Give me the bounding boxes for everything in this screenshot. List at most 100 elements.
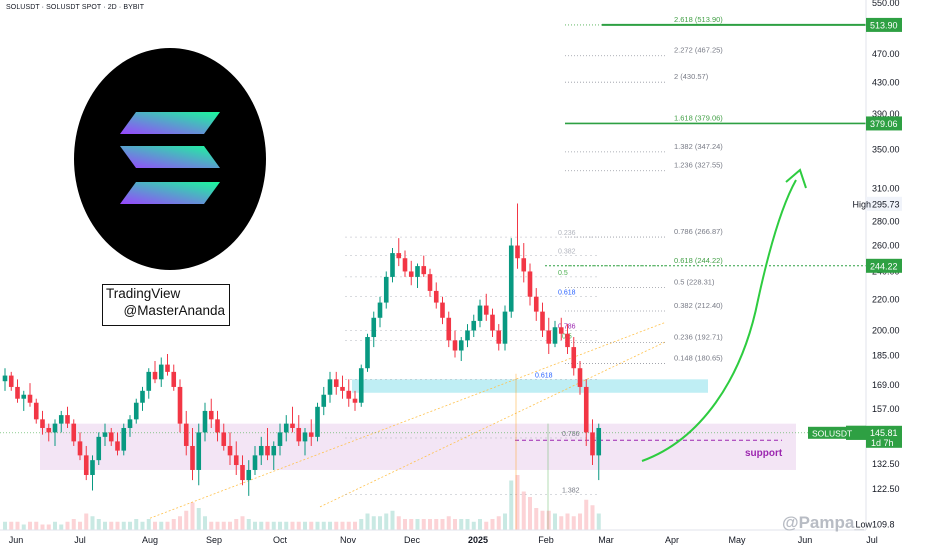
volume-bar bbox=[15, 521, 20, 530]
volume-bar bbox=[115, 521, 120, 530]
price-badge-label: 379.06 bbox=[870, 119, 898, 129]
volume-bar bbox=[328, 521, 332, 530]
candle-body bbox=[202, 410, 208, 433]
volume-bar bbox=[96, 519, 101, 530]
volume-bar bbox=[371, 516, 376, 530]
volume-bar bbox=[46, 524, 51, 530]
y-tick-label: 122.50 bbox=[872, 484, 900, 494]
candle-body bbox=[377, 302, 383, 318]
volume-bar bbox=[121, 521, 126, 530]
volume-bar bbox=[340, 521, 345, 530]
volume-bar bbox=[540, 510, 545, 530]
volume-bar bbox=[246, 519, 251, 530]
candle-body bbox=[127, 419, 133, 428]
candle-body bbox=[433, 290, 439, 303]
volume-bar bbox=[71, 519, 76, 530]
volume-bar bbox=[221, 521, 226, 530]
volume-bar bbox=[596, 513, 601, 530]
volume-bar bbox=[509, 480, 514, 530]
candle-body bbox=[246, 469, 252, 481]
volume-bar bbox=[421, 519, 426, 530]
candle-body bbox=[440, 302, 445, 318]
inner-fib-label-8: 1.382 bbox=[562, 488, 580, 495]
support-label: support bbox=[745, 448, 783, 459]
volume-bar bbox=[359, 519, 364, 530]
candle-body bbox=[577, 368, 583, 387]
solana-logo-icon bbox=[74, 48, 266, 270]
candle-body bbox=[227, 445, 233, 456]
candle-body bbox=[283, 423, 289, 433]
y-tick-label: 220.00 bbox=[872, 295, 900, 305]
x-tick-label: Sep bbox=[206, 535, 222, 545]
volume-bar bbox=[84, 513, 89, 530]
x-tick-label: Dec bbox=[404, 535, 421, 545]
volume-bar bbox=[53, 521, 57, 530]
volume-bar bbox=[353, 521, 357, 530]
fib-label-8: 0.5 (228.31) bbox=[674, 278, 715, 287]
candle-body bbox=[477, 305, 483, 321]
volume-bar bbox=[90, 516, 95, 530]
candle-body bbox=[308, 432, 314, 437]
candle-body bbox=[371, 317, 377, 338]
volume-bar bbox=[265, 521, 270, 530]
candle-body bbox=[77, 441, 83, 456]
candle-body bbox=[33, 402, 39, 420]
volume-bar bbox=[559, 516, 564, 530]
fib-label-9: 0.382 (212.40) bbox=[674, 301, 723, 310]
candle-body bbox=[90, 460, 95, 475]
candle-body bbox=[358, 368, 364, 403]
volume-bar bbox=[146, 519, 151, 530]
candle-body bbox=[502, 311, 508, 344]
volume-bar bbox=[496, 516, 501, 530]
y-tick-label: 430.00 bbox=[872, 78, 900, 88]
price-badge-label: 244.22 bbox=[870, 261, 898, 271]
candle-body bbox=[271, 445, 277, 456]
y-tick-label: 185.00 bbox=[872, 351, 900, 361]
volume-bar bbox=[140, 521, 145, 530]
volume-bar bbox=[503, 513, 507, 530]
volume-bar bbox=[28, 521, 32, 530]
y-tick-label: 550.00 bbox=[872, 0, 900, 8]
x-tick-label: Nov bbox=[340, 535, 357, 545]
candle-body bbox=[240, 465, 245, 481]
candle-body bbox=[71, 423, 77, 442]
candle-body bbox=[490, 314, 495, 331]
y-tick-label: 169.00 bbox=[872, 380, 900, 390]
candle-body bbox=[96, 436, 102, 461]
candle-body bbox=[221, 432, 227, 446]
volume-bar bbox=[428, 519, 432, 530]
low-label: Low bbox=[855, 520, 872, 530]
candle-body bbox=[27, 394, 33, 403]
candle-body bbox=[565, 333, 570, 348]
candle-body bbox=[590, 432, 595, 456]
candle-body bbox=[146, 371, 152, 391]
volume-bar bbox=[284, 521, 289, 530]
current-countdown: 1d 7h bbox=[871, 438, 894, 448]
candle-body bbox=[515, 245, 520, 259]
volume-bar bbox=[521, 491, 526, 530]
price-badge bbox=[866, 258, 902, 273]
volume-bar bbox=[484, 521, 489, 530]
volume-bar bbox=[565, 513, 570, 530]
candle-body bbox=[8, 375, 14, 387]
candle-body bbox=[83, 455, 89, 475]
candle-body bbox=[321, 394, 327, 407]
volume-bar bbox=[128, 521, 132, 530]
inner-fib-label-2: 0.5 bbox=[558, 270, 568, 277]
candle-body bbox=[408, 271, 414, 277]
volume-bar bbox=[290, 521, 295, 530]
candle-body bbox=[452, 340, 458, 351]
candle-body bbox=[46, 427, 52, 433]
volume-bar bbox=[346, 521, 351, 530]
candle-body bbox=[415, 266, 420, 277]
volume-bar bbox=[446, 516, 451, 530]
candle-body bbox=[158, 364, 164, 380]
candle-body bbox=[521, 258, 527, 272]
volume-bar bbox=[253, 521, 257, 530]
volume-bar bbox=[459, 519, 464, 530]
volume-bar bbox=[465, 519, 470, 530]
x-tick-label: Jul bbox=[74, 535, 86, 545]
price-badge bbox=[866, 116, 902, 131]
volume-bar bbox=[390, 510, 395, 530]
